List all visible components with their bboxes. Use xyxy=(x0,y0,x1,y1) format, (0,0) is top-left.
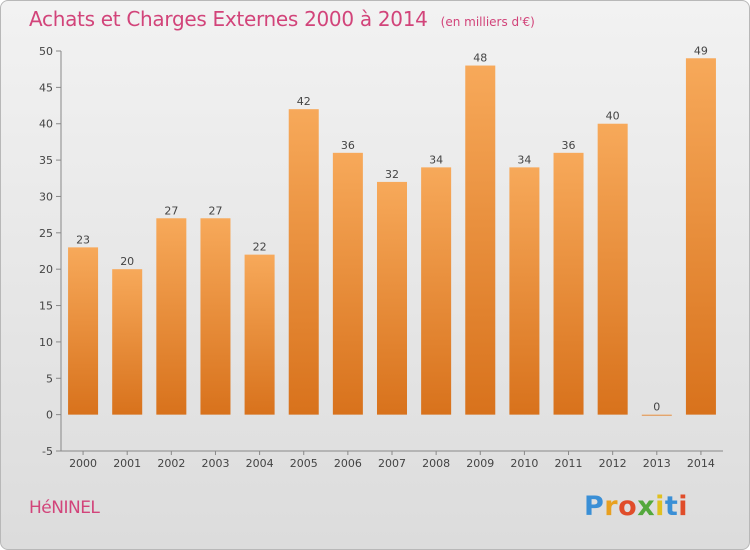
y-tick-label: 20 xyxy=(39,263,53,276)
x-tick-label-2003: 2003 xyxy=(201,457,229,470)
bar-2011 xyxy=(553,152,584,415)
bar-2010 xyxy=(509,167,540,415)
x-tick-label-2009: 2009 xyxy=(466,457,494,470)
value-label-2013: 0 xyxy=(653,401,660,414)
x-tick-label-2002: 2002 xyxy=(157,457,185,470)
bar-2005 xyxy=(288,109,319,415)
bar-2014 xyxy=(685,58,716,415)
y-tick-label: 30 xyxy=(39,190,53,203)
bar-2000 xyxy=(68,247,99,415)
y-tick-label: 25 xyxy=(39,227,53,240)
bar-2007 xyxy=(376,181,408,415)
logo-letter: o xyxy=(618,491,638,522)
bar-2006 xyxy=(332,152,363,415)
y-tick-label: -5 xyxy=(42,445,53,458)
x-tick-label-2012: 2012 xyxy=(599,457,627,470)
value-label-2007: 32 xyxy=(385,168,399,181)
bar-2009 xyxy=(465,65,496,415)
chart-subtitle: (en milliers d'€) xyxy=(440,15,535,29)
value-label-2008: 34 xyxy=(429,153,443,166)
x-tick-label-2007: 2007 xyxy=(378,457,406,470)
bar-2002 xyxy=(156,218,187,415)
bar-2012 xyxy=(597,123,628,415)
bar-2003 xyxy=(200,218,231,415)
value-label-2004: 22 xyxy=(253,241,267,254)
value-label-2003: 27 xyxy=(208,204,222,217)
chart-title: Achats et Charges Externes 2000 à 2014 xyxy=(29,7,428,31)
logo-letter: P xyxy=(584,491,605,522)
y-tick-label: 10 xyxy=(39,336,53,349)
value-label-2014: 49 xyxy=(694,44,708,57)
x-tick-label-2001: 2001 xyxy=(113,457,141,470)
value-label-2002: 27 xyxy=(164,204,178,217)
x-tick-label-2014: 2014 xyxy=(687,457,715,470)
x-tick-label-2008: 2008 xyxy=(422,457,450,470)
x-tick-label-2011: 2011 xyxy=(555,457,583,470)
bar-2001 xyxy=(112,269,143,415)
x-tick-label-2005: 2005 xyxy=(290,457,318,470)
logo-letter: t xyxy=(664,491,679,522)
logo-letter: r xyxy=(604,491,619,522)
value-label-2001: 20 xyxy=(120,255,134,268)
x-tick-label-2010: 2010 xyxy=(510,457,538,470)
logo-letter: x xyxy=(637,491,656,522)
bar-2008 xyxy=(421,167,452,415)
y-tick-label: 45 xyxy=(39,81,53,94)
x-tick-label-2004: 2004 xyxy=(246,457,274,470)
value-label-2006: 36 xyxy=(341,139,355,152)
bar-2004 xyxy=(244,254,275,415)
value-label-2009: 48 xyxy=(473,52,487,65)
axes: -5 0 5 10 15 20 25 30 35 40 45 50 2000 2001 2002 2003 20… xyxy=(39,45,723,470)
y-tick-label: 35 xyxy=(39,154,53,167)
bars xyxy=(68,58,716,416)
y-tick-label: 0 xyxy=(46,409,53,422)
y-tick-label: 40 xyxy=(39,118,53,131)
value-label-2011: 36 xyxy=(562,139,576,152)
x-tick-label-2013: 2013 xyxy=(643,457,671,470)
y-tick-label: 5 xyxy=(46,372,53,385)
value-label-2012: 40 xyxy=(606,110,620,123)
bar-2013 xyxy=(641,414,672,416)
logo-letter: i xyxy=(655,491,665,522)
value-label-2000: 23 xyxy=(76,233,90,246)
y-tick-label: 50 xyxy=(39,45,53,58)
value-label-2010: 34 xyxy=(517,153,531,166)
x-tick-label-2000: 2000 xyxy=(69,457,97,470)
commune-name: HéNINEL xyxy=(29,498,100,518)
title-row: Achats et Charges Externes 2000 à 2014 (… xyxy=(29,7,535,31)
y-tick-label: 15 xyxy=(39,300,53,313)
data-labels: 23 20 27 27 22 42 36 32 34 48 34 36 40 0 49 xyxy=(76,44,708,413)
x-tick-label-2006: 2006 xyxy=(334,457,362,470)
value-label-2005: 42 xyxy=(297,95,311,108)
proxiti-logo[interactable]: Proxiti xyxy=(584,491,688,522)
logo-letter: i xyxy=(678,491,689,522)
